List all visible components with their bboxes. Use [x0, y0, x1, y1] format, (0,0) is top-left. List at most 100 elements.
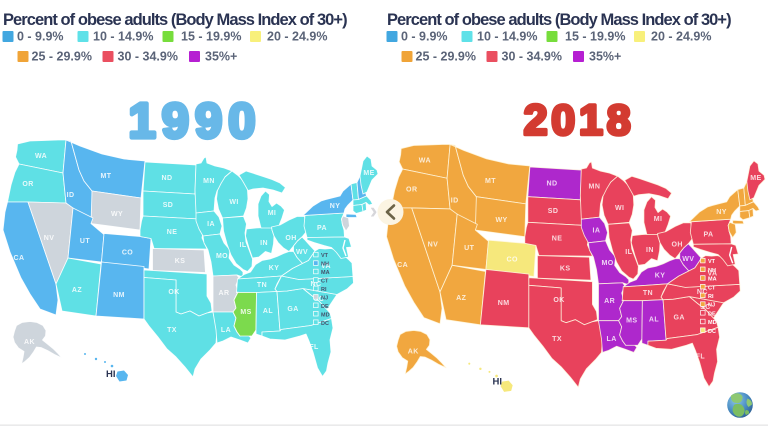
svg-text:VA: VA: [321, 263, 331, 270]
svg-text:OK: OK: [168, 289, 179, 296]
svg-text:KS: KS: [175, 258, 186, 265]
svg-text:25 - 29.9%: 25 - 29.9%: [32, 50, 92, 64]
svg-text:KY: KY: [269, 265, 280, 272]
svg-text:NJ: NJ: [708, 303, 715, 309]
svg-text:1990: 1990: [128, 95, 261, 149]
svg-text:IN: IN: [260, 240, 268, 247]
svg-text:HI: HI: [106, 369, 116, 380]
svg-text:AZ: AZ: [72, 287, 82, 294]
svg-text:20 - 24.9%: 20 - 24.9%: [267, 30, 327, 44]
svg-text:AK: AK: [408, 347, 419, 355]
svg-text:Percent of obese adults (Body: Percent of obese adults (Body Mass Index…: [3, 11, 347, 29]
svg-text:DE: DE: [708, 311, 716, 317]
svg-text:MI: MI: [268, 210, 277, 217]
svg-text:10 - 14.9%: 10 - 14.9%: [477, 30, 537, 44]
svg-text:WA: WA: [35, 153, 47, 160]
svg-text:GA: GA: [287, 306, 298, 313]
svg-text:ND: ND: [547, 179, 558, 187]
svg-text:Percent of obese adults (Body: Percent of obese adults (Body Mass Index…: [387, 11, 731, 29]
svg-text:VT: VT: [708, 259, 716, 265]
svg-text:CO: CO: [122, 249, 133, 256]
svg-text:PA: PA: [317, 225, 327, 232]
svg-text:35%+: 35%+: [205, 50, 237, 64]
svg-text:0 - 9.9%: 0 - 9.9%: [17, 30, 64, 44]
svg-text:IA: IA: [207, 221, 215, 228]
svg-text:WI: WI: [615, 204, 624, 212]
svg-text:OR: OR: [22, 181, 33, 188]
svg-text:DC: DC: [708, 329, 716, 335]
svg-text:SC: SC: [314, 296, 325, 303]
svg-text:MA: MA: [708, 277, 717, 283]
svg-text:CO: CO: [506, 256, 517, 264]
svg-text:TX: TX: [552, 335, 562, 343]
svg-text:MO: MO: [216, 253, 228, 260]
svg-text:MT: MT: [485, 177, 496, 185]
svg-text:OH: OH: [285, 235, 296, 242]
svg-text:WI: WI: [229, 199, 238, 206]
svg-text:OK: OK: [553, 296, 565, 304]
svg-text:NY: NY: [716, 208, 727, 216]
svg-text:10 - 14.9%: 10 - 14.9%: [93, 30, 153, 44]
svg-text:MD: MD: [708, 320, 717, 326]
svg-text:35%+: 35%+: [589, 50, 621, 64]
svg-text:›: ›: [370, 198, 377, 223]
svg-text:MN: MN: [589, 182, 601, 190]
svg-text:OH: OH: [672, 241, 683, 249]
svg-text:LA: LA: [606, 335, 616, 343]
svg-text:25 - 29.9%: 25 - 29.9%: [416, 50, 476, 64]
svg-text:NH: NH: [708, 268, 716, 274]
svg-text:RI: RI: [708, 294, 714, 300]
svg-text:ME: ME: [363, 170, 374, 177]
svg-text:MA: MA: [321, 270, 330, 276]
svg-text:OR: OR: [406, 185, 417, 193]
svg-text:WV: WV: [682, 255, 694, 263]
svg-text:DC: DC: [321, 321, 329, 327]
svg-text:NE: NE: [167, 229, 178, 236]
svg-text:TN: TN: [257, 282, 267, 289]
svg-text:UT: UT: [464, 244, 474, 252]
svg-text:MD: MD: [321, 312, 330, 318]
svg-text:AR: AR: [219, 290, 230, 297]
svg-text:NY: NY: [330, 203, 341, 210]
svg-text:30 - 34.9%: 30 - 34.9%: [118, 50, 178, 64]
svg-text:MT: MT: [101, 173, 112, 180]
svg-text:NE: NE: [552, 235, 563, 243]
svg-text:GA: GA: [674, 313, 685, 321]
svg-text:MS: MS: [626, 317, 637, 325]
svg-text:VA: VA: [707, 269, 717, 277]
svg-text:CT: CT: [708, 285, 716, 291]
svg-text:WY: WY: [495, 216, 507, 224]
svg-text:NH: NH: [321, 262, 329, 268]
svg-text:KY: KY: [655, 271, 666, 279]
svg-text:NV: NV: [44, 235, 55, 242]
svg-text:WA: WA: [419, 157, 431, 165]
svg-text:30 - 34.9%: 30 - 34.9%: [502, 50, 562, 64]
svg-text:MI: MI: [654, 215, 663, 223]
svg-text:IN: IN: [646, 246, 654, 254]
svg-text:KS: KS: [560, 264, 571, 272]
svg-text:2018: 2018: [524, 97, 635, 145]
svg-text:CT: CT: [321, 279, 329, 285]
svg-text:IL: IL: [239, 242, 246, 249]
svg-text:SD: SD: [163, 202, 174, 209]
svg-text:HI: HI: [493, 377, 503, 388]
svg-text:NC: NC: [697, 288, 708, 296]
svg-text:AZ: AZ: [456, 294, 466, 302]
svg-text:20 - 24.9%: 20 - 24.9%: [651, 30, 711, 44]
svg-text:NM: NM: [113, 292, 125, 299]
svg-text:VT: VT: [321, 253, 329, 259]
svg-text:ID: ID: [451, 197, 459, 205]
svg-text:FL: FL: [696, 352, 706, 360]
svg-text:NV: NV: [428, 241, 439, 249]
svg-text:IA: IA: [593, 226, 601, 234]
svg-text:SC: SC: [700, 303, 711, 311]
svg-text:AR: AR: [604, 297, 615, 305]
svg-text:15 - 19.9%: 15 - 19.9%: [181, 30, 241, 44]
svg-text:MS: MS: [240, 309, 251, 316]
svg-text:CA: CA: [14, 255, 25, 262]
svg-text:RI: RI: [321, 287, 327, 293]
svg-text:WY: WY: [111, 211, 123, 218]
svg-text:WV: WV: [296, 249, 308, 256]
svg-text:NJ: NJ: [321, 295, 328, 301]
svg-text:IL: IL: [625, 248, 632, 256]
